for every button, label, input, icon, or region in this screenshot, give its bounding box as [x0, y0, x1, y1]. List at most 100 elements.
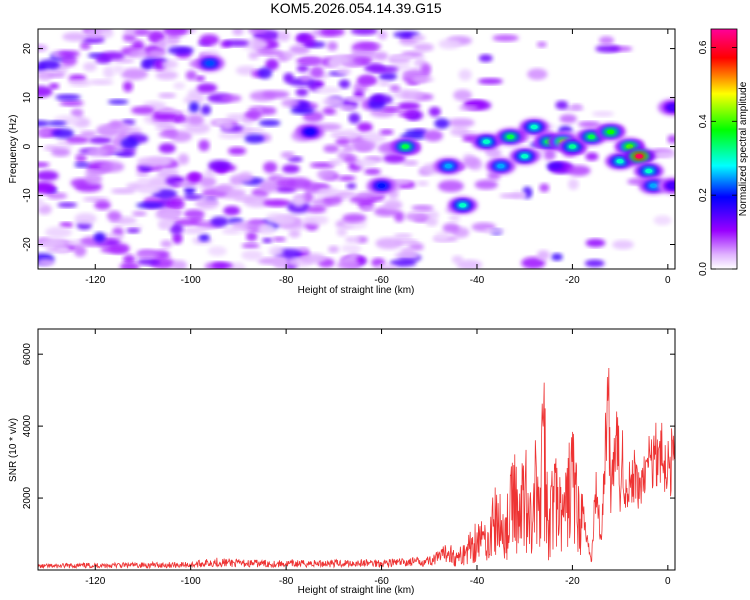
spectrogram-blob-core [650, 183, 657, 188]
spectrogram-cell [543, 149, 556, 161]
spectrogram-cell [287, 201, 311, 214]
snr-ylabel: SNR (10 * v/v) [8, 418, 19, 482]
spectrogram-cell [147, 49, 166, 58]
snr-series [38, 368, 675, 570]
spectrogram-cell [173, 82, 186, 90]
spectrogram-cell [185, 70, 197, 81]
spectrogram-cell [248, 51, 260, 60]
spectrogram-cell [74, 213, 97, 225]
y-tick-label: 10 [22, 92, 33, 104]
spectrogram-cell [86, 147, 109, 157]
spectrogram-cell [119, 262, 140, 269]
spectrogram-cell [73, 245, 87, 257]
spectrogram-cell [115, 150, 135, 157]
spectrogram-cell [204, 169, 216, 177]
spectrogram-cell [378, 72, 398, 81]
spectrogram-cell [521, 257, 546, 269]
spectrogram-cell [320, 29, 345, 37]
spectrogram-cell [154, 58, 166, 71]
spectrogram-blob-core [506, 134, 514, 139]
colorbar-gradient [711, 29, 737, 269]
spectrogram-blob-core [607, 129, 615, 135]
spectrogram-cell [458, 69, 472, 81]
spectrogram-blob-core [444, 163, 452, 169]
x-tick-label: -20 [565, 576, 580, 587]
spectrogram-cell [316, 169, 336, 180]
spectrogram-cell [303, 40, 316, 47]
spectrogram-cell [300, 253, 327, 264]
spectrogram-cell [411, 76, 435, 83]
spectrogram-cell [278, 31, 291, 42]
spectrogram-cell [585, 238, 606, 248]
spectrogram-cell [539, 183, 550, 193]
spectrogram-cell [198, 233, 210, 242]
spectrogram-cell [296, 64, 309, 73]
spectrogram-cell [47, 120, 67, 126]
spectrogram-cell [38, 59, 61, 70]
spectrogram-cell [152, 113, 179, 121]
spectrogram-cell [420, 63, 432, 75]
spectrogram-cell [343, 220, 367, 229]
spectrogram-cell [274, 215, 296, 226]
x-tick-label: -100 [181, 576, 201, 587]
snr-xlabel: Height of straight line (km) [298, 585, 415, 596]
spectrogram-cell [257, 67, 273, 79]
spectrogram-cell [389, 84, 401, 92]
spectrogram-cell [393, 233, 413, 239]
spectrogram-cell [323, 144, 340, 153]
spectrogram-cell [265, 58, 279, 71]
spectrogram-cell [220, 94, 242, 103]
spectrogram-cell [39, 238, 68, 249]
spectrogram-cell [242, 128, 265, 134]
spectrogram-cell [283, 72, 295, 84]
spectrogram-cell [437, 180, 464, 193]
spectrogram-cell [256, 50, 284, 56]
spectrogram-cell [336, 68, 352, 75]
spectrogram-cell [122, 81, 133, 92]
x-tick-label: 0 [665, 576, 671, 587]
spectrogram-cell [344, 236, 362, 243]
spectrogram-cell [397, 111, 419, 118]
spectrogram-cell [232, 29, 244, 36]
spectrogram-cell [322, 195, 343, 206]
spectrogram-cell [356, 76, 378, 86]
spectrogram-cell [38, 182, 57, 195]
spectrogram-cell [134, 29, 152, 36]
spectrogram-cell [199, 34, 220, 46]
colorbar-frame [710, 28, 738, 270]
spectrogram-cell [152, 250, 170, 260]
spectrogram-cell [555, 100, 569, 110]
spectrogram-cell [198, 176, 217, 188]
spectrogram-blob-core [401, 144, 409, 149]
spectrogram-cell [295, 88, 309, 97]
y-tick-label: -20 [22, 237, 33, 252]
spectrogram-cell [447, 118, 475, 128]
x-tick-label: -60 [374, 275, 389, 286]
spectrogram-cell [394, 211, 405, 223]
spectrogram-cell [62, 32, 88, 42]
spectrogram-cell [287, 177, 312, 190]
spectrogram-blob-core [206, 61, 214, 66]
spectrogram-cell [282, 51, 295, 60]
spectrogram-cell [94, 200, 111, 210]
spectrogram-cell [434, 231, 450, 242]
chart-title: KOM5.2026.054.14.39.G15 [270, 0, 441, 16]
spectrogram-cell [334, 190, 357, 197]
colorbar: 0.0 0.2 0.4 0.6 Normalized spectral amplitu… [698, 28, 749, 276]
spectrogram-cell [38, 120, 50, 127]
spectrogram-cell [667, 134, 675, 144]
spectrogram-cell [568, 178, 579, 190]
x-tick-label: -40 [470, 576, 485, 587]
spectrogram-cell [241, 243, 260, 249]
spectrogram-cell [231, 262, 246, 269]
spectrogram-cell [46, 192, 68, 200]
spectrogram-cell [48, 72, 66, 78]
spectrogram-cell [383, 153, 406, 164]
spectrogram-cell [375, 237, 404, 250]
spectrogram-cell [68, 79, 92, 87]
spectrogram-cell [82, 196, 110, 202]
spectrogram-cell [546, 162, 564, 170]
x-tick-label: -40 [470, 275, 485, 286]
spectrogram-cell [434, 118, 450, 129]
spectrogram-cell [38, 44, 48, 52]
